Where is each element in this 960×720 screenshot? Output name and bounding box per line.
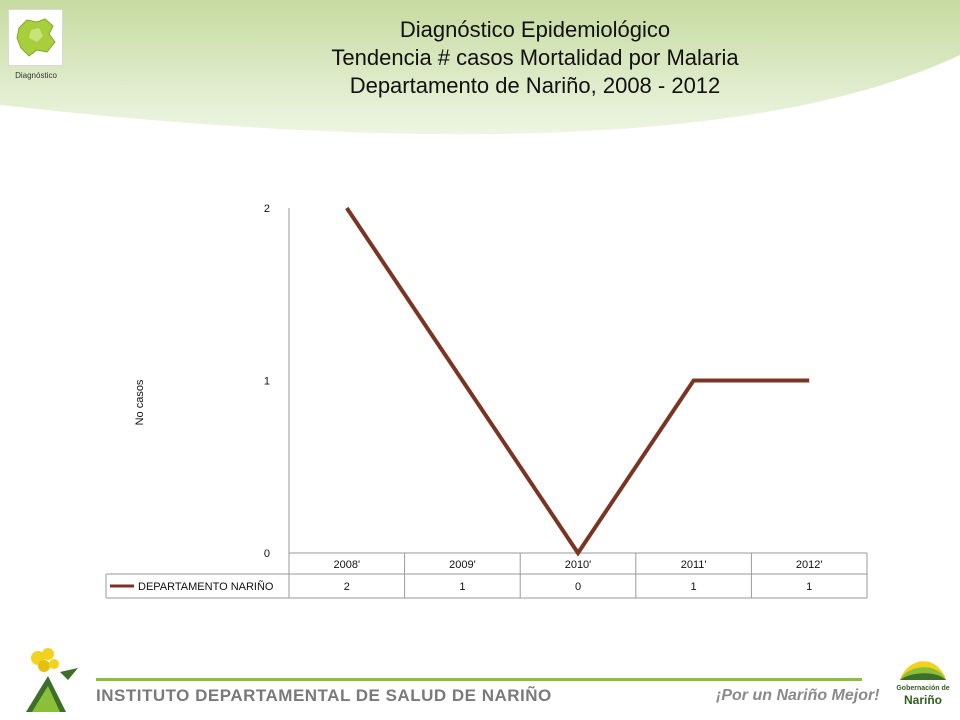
x-category-label: 2011'	[681, 559, 707, 571]
title-line-3: Departamento de Nariño, 2008 - 2012	[349, 73, 721, 98]
y-tick-label: 2	[264, 203, 270, 215]
series-line-departamento-narino	[345, 206, 810, 557]
data-table-value: 1	[459, 581, 465, 593]
data-table-value: 2	[344, 581, 350, 593]
gobernacion-logo	[900, 661, 946, 680]
data-table-value: 1	[806, 581, 812, 593]
data-table-value: 1	[691, 581, 697, 593]
slogan: ¡Por un Nariño Mejor!	[716, 687, 880, 704]
institute-name: INSTITUTO DEPARTAMENTAL DE SALUD DE NARI…	[96, 686, 552, 705]
footer-divider	[96, 678, 862, 681]
title-line-2: Tendencia # casos Mortalidad por Malaria	[331, 45, 739, 70]
institute-flower-logo	[26, 648, 78, 712]
x-category-label: 2009'	[449, 559, 476, 571]
legend-series-name: DEPARTAMENTO NARIÑO	[138, 580, 274, 593]
header-background	[0, 0, 960, 146]
title-line-1: Diagnóstico Epidemiológico	[399, 17, 671, 42]
y-axis-title: No casos	[134, 379, 146, 425]
slide-title: Diagnóstico Epidemiológico Tendencia # c…	[140, 16, 930, 100]
x-category-label: 2010'	[565, 559, 592, 571]
narino-map-logo	[8, 9, 63, 66]
gobernacion-text: Gobernación de Nariño	[893, 684, 953, 707]
y-tick-label: 0	[264, 548, 270, 560]
gobernacion-line-1: Gobernación de	[896, 685, 950, 692]
data-table-value: 0	[575, 581, 581, 593]
y-tick-label: 1	[264, 376, 270, 388]
x-category-label: 2008'	[334, 559, 361, 571]
logo-caption: Diagnóstico	[15, 71, 57, 80]
gobernacion-line-2: Nariño	[903, 693, 942, 707]
x-category-label: 2012'	[796, 559, 823, 571]
